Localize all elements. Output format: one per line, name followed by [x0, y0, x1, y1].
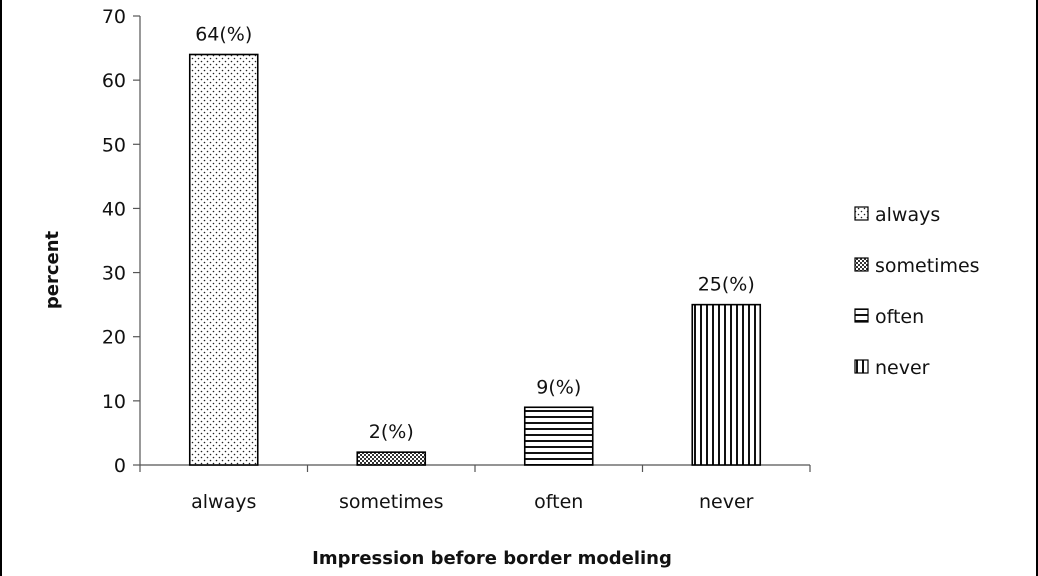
y-tick-label: 0	[114, 455, 126, 477]
y-tick-label: 20	[102, 327, 126, 349]
y-tick-label: 40	[102, 198, 126, 220]
legend-swatch-often	[854, 308, 869, 323]
legend-label-often: often	[875, 306, 924, 328]
legend-label-sometimes: sometimes	[875, 255, 980, 277]
y-tick-label: 60	[102, 70, 126, 92]
x-axis-title: Impression before border modeling	[312, 548, 672, 569]
legend: always sometimes often never	[854, 204, 980, 379]
y-tick-label: 30	[102, 263, 126, 285]
data-label-sometimes: 2(%)	[369, 421, 414, 443]
data-label-never: 25(%)	[698, 274, 755, 296]
y-tick-label: 70	[102, 6, 126, 28]
bar-often	[523, 406, 594, 466]
x-tick-label-sometimes: sometimes	[339, 491, 444, 513]
legend-swatch-sometimes	[854, 257, 869, 272]
x-tick-label-always: always	[191, 491, 256, 513]
x-axis: always sometimes often never	[139, 464, 811, 513]
y-tick-label: 50	[102, 134, 126, 156]
legend-swatch-always	[854, 206, 869, 221]
bar-always	[188, 53, 259, 466]
x-tick-label-often: often	[534, 491, 583, 513]
bar-never	[691, 303, 762, 466]
legend-swatch-never	[854, 359, 869, 374]
legend-label-always: always	[875, 204, 940, 226]
y-tick-label: 10	[102, 391, 126, 413]
legend-label-never: never	[875, 357, 930, 379]
y-axis: 0 10 20 30 40 50 60 70	[102, 6, 141, 477]
bars	[188, 53, 762, 466]
y-axis-title: percent	[42, 230, 63, 309]
x-tick-label-never: never	[699, 491, 754, 513]
data-label-always: 64(%)	[195, 23, 252, 45]
bar-sometimes	[356, 451, 427, 466]
data-labels: 64(%) 2(%) 9(%) 25(%)	[195, 23, 755, 443]
data-label-often: 9(%)	[536, 376, 581, 398]
